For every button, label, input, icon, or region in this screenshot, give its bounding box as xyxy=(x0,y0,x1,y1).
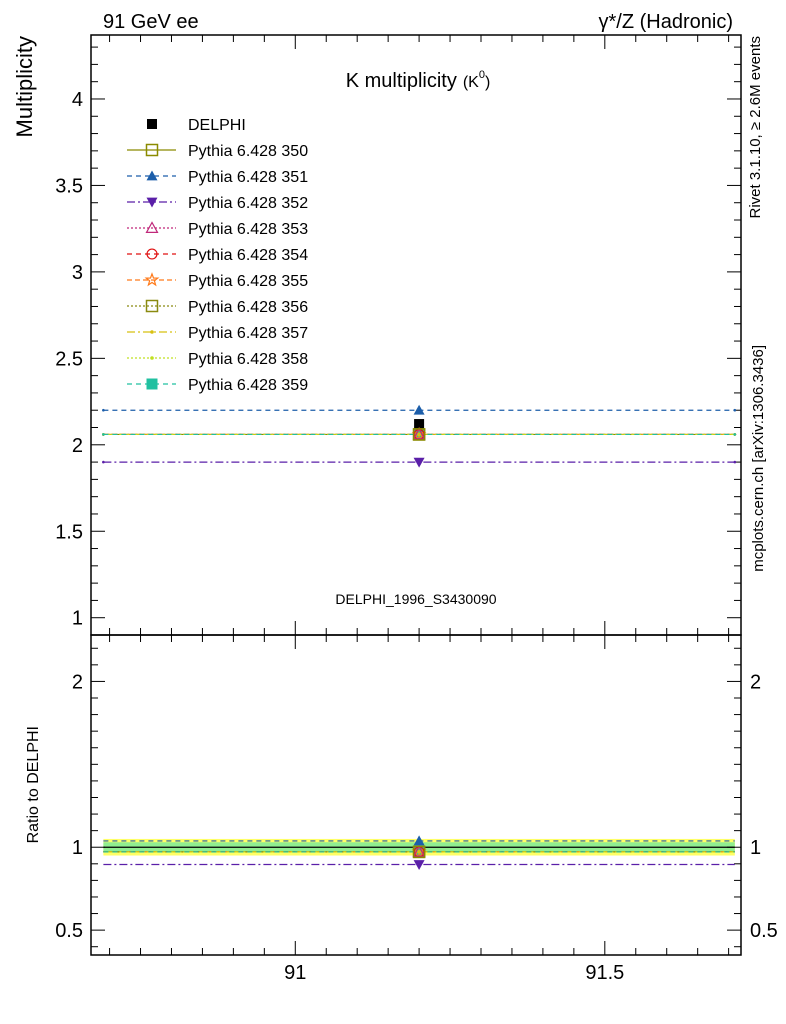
legend-label: Pythia 6.428 354 xyxy=(188,247,308,264)
legend-marker xyxy=(147,119,157,129)
mc-point xyxy=(413,457,425,468)
legend-marker xyxy=(146,248,158,260)
mc-edge-dot xyxy=(733,433,737,436)
y-tick-label: 1 xyxy=(72,608,83,630)
legend-marker xyxy=(150,330,154,334)
legend-marker xyxy=(144,272,160,287)
y-tick-label: 3 xyxy=(72,262,83,284)
legend-marker xyxy=(146,170,158,181)
mc-point xyxy=(412,428,426,441)
legend-label: Pythia 6.428 353 xyxy=(188,221,308,238)
chart-title-sup: 0 xyxy=(479,69,485,81)
data-point xyxy=(414,419,425,430)
legend-label: Pythia 6.428 352 xyxy=(188,195,308,212)
main-axes: 1 1.5 2 2.5 3 3.5 4 xyxy=(55,34,742,636)
ratio-point xyxy=(417,850,421,854)
chart-title-main: K multiplicity xyxy=(346,70,457,92)
main-curves xyxy=(102,404,737,468)
x-tick-label: 91.5 xyxy=(585,962,624,984)
legend-marker xyxy=(145,299,159,313)
x-tick-label: 91 xyxy=(284,962,306,984)
legend-label: DELPHI xyxy=(188,117,246,134)
legend-label: Pythia 6.428 358 xyxy=(188,351,308,368)
ratio-y-tick-label: 2 xyxy=(72,671,83,693)
chart-title-end: ) xyxy=(485,74,490,91)
ratio-point xyxy=(413,860,425,870)
chart-title: K multiplicity (K0) xyxy=(346,69,491,92)
legend-label: Pythia 6.428 355 xyxy=(188,273,308,290)
legend-marker xyxy=(145,143,159,157)
legend-label: Pythia 6.428 356 xyxy=(188,299,308,316)
y-tick-label: 4 xyxy=(72,89,83,111)
mc-edge-dot xyxy=(102,460,105,464)
mc-edge-dot xyxy=(733,460,737,464)
legend-label: Pythia 6.428 357 xyxy=(188,325,308,342)
ratio-y-tick-label: 2 xyxy=(750,671,761,693)
header-right: γ*/Z (Hadronic) xyxy=(599,11,733,33)
ratio-y-tick-label: 1 xyxy=(72,837,83,859)
y-axis-label: Multiplicity xyxy=(12,36,37,137)
legend: DELPHI Pythia 6.428 350 Pythia 6.428 351 Py… xyxy=(127,117,308,394)
mc-edge-dot xyxy=(733,408,737,412)
legend-marker xyxy=(145,221,159,233)
ratio-point xyxy=(412,845,426,857)
mc-point xyxy=(417,432,421,437)
side-mcplots: mcplots.cern.ch [arXiv:1306.3436] xyxy=(750,345,767,572)
y-tick-label: 2.5 xyxy=(55,348,83,370)
ratio-point xyxy=(412,845,426,859)
mc-edge-dot xyxy=(102,408,105,412)
ratio-frame xyxy=(90,634,742,956)
mc-edge-dot xyxy=(102,433,105,436)
mc-point xyxy=(413,404,425,415)
ratio-y-tick-label: 1 xyxy=(750,837,761,859)
ratio-axes: 0.5 0.5 1 1 2 2 91 91.5 xyxy=(55,634,778,984)
legend-label: Pythia 6.428 351 xyxy=(188,169,308,186)
legend-label: Pythia 6.428 350 xyxy=(188,143,308,160)
mc-point xyxy=(412,427,426,440)
y-tick-label: 3.5 xyxy=(55,175,83,197)
ratio-y-tick-label: 0.5 xyxy=(55,920,83,942)
header-left: 91 GeV ee xyxy=(103,11,199,33)
ratio-point xyxy=(413,835,425,846)
analysis-watermark: DELPHI_1996_S3430090 xyxy=(335,591,496,607)
y-tick-label: 1.5 xyxy=(55,521,83,543)
legend-marker xyxy=(150,356,154,360)
ratio-curves xyxy=(103,835,735,870)
legend-label: Pythia 6.428 359 xyxy=(188,377,308,394)
y-tick-label: 2 xyxy=(72,435,83,457)
legend-marker xyxy=(146,378,158,390)
side-rivet: Rivet 3.1.10, ≥ 2.6M events xyxy=(747,36,764,219)
ratio-y-tick-label: 0.5 xyxy=(750,920,778,942)
legend-marker xyxy=(146,197,158,208)
chart-title-sub: (K xyxy=(463,74,479,91)
ratio-y-axis-label: Ratio to DELPHI xyxy=(25,726,42,843)
